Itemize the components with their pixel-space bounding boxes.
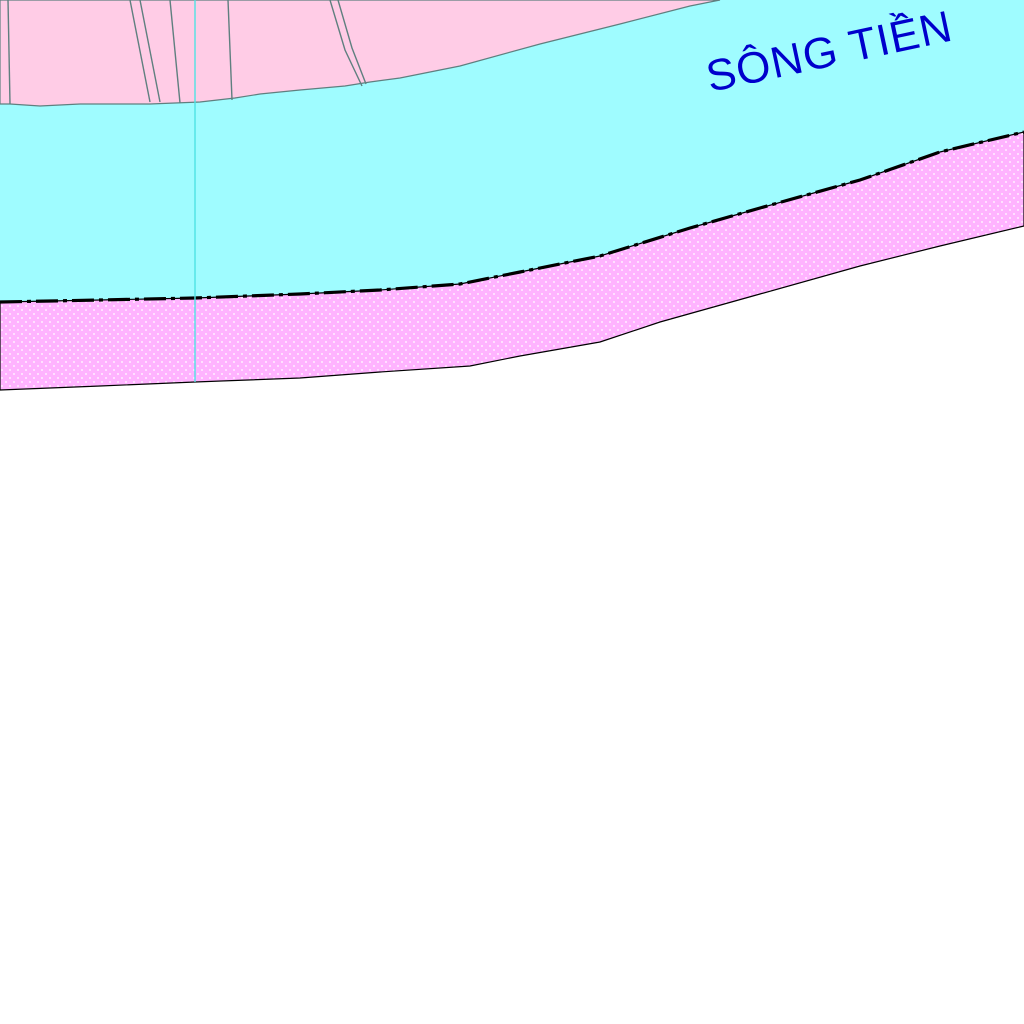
parcel-line [337,0,367,85]
parcel-line [169,0,181,104]
parcel-line [7,0,11,105]
parcel-line [139,0,161,103]
parcel-line [129,0,151,103]
parcel-boundaries [7,0,367,105]
residential-land-area [0,0,721,107]
parcel-line [329,0,363,87]
parcel-line [227,0,233,101]
